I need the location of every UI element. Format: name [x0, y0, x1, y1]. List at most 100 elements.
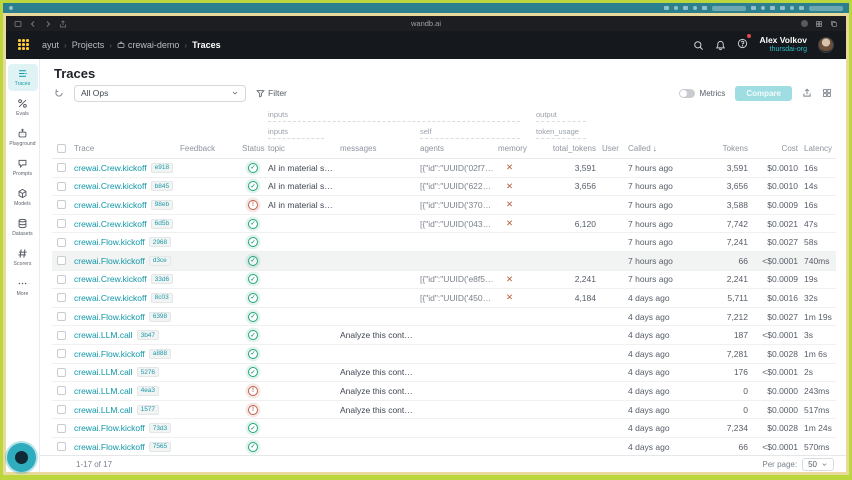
tab-overview-icon[interactable]: [14, 20, 22, 28]
row-checkbox[interactable]: [57, 163, 66, 173]
avatar[interactable]: [818, 37, 834, 53]
row-checkbox[interactable]: [57, 219, 66, 229]
wandb-logo[interactable]: [18, 39, 30, 51]
column-header-tokens[interactable]: Tokens: [722, 144, 748, 153]
table-row[interactable]: crewai.Flow.kickoff 7565 ✓ 4 days ago 66 <$0.…: [52, 438, 836, 455]
trace-link[interactable]: crewai.Flow.kickoff: [74, 311, 145, 322]
column-header-messages[interactable]: messages: [340, 144, 377, 153]
trace-version-badge: 6d5b: [150, 218, 174, 229]
row-checkbox[interactable]: [57, 423, 66, 433]
trace-link[interactable]: crewai.Crew.kickoff: [74, 162, 147, 173]
trace-link[interactable]: crewai.Flow.kickoff: [74, 255, 145, 266]
row-checkbox[interactable]: [57, 274, 66, 284]
breadcrumb-traces[interactable]: Traces: [192, 40, 221, 50]
column-header-total_tokens[interactable]: total_tokens: [552, 144, 596, 153]
sidebar-item-models[interactable]: Models: [8, 184, 38, 211]
row-checkbox[interactable]: [57, 293, 66, 303]
sidebar-item-traces[interactable]: Traces: [7, 64, 38, 91]
trace-link[interactable]: crewai.Crew.kickoff: [74, 181, 147, 192]
compare-button[interactable]: Compare: [735, 85, 792, 101]
table-row[interactable]: crewai.LLM.call 4ea3! Analyze this conten.…: [52, 382, 836, 401]
select-all-checkbox[interactable]: [57, 144, 66, 153]
trace-link[interactable]: crewai.Crew.kickoff: [74, 218, 147, 229]
row-checkbox[interactable]: [57, 442, 66, 452]
row-checkbox[interactable]: [57, 367, 66, 377]
column-header-cost[interactable]: Cost: [781, 144, 798, 153]
url-bar[interactable]: wandb.ai: [410, 19, 442, 28]
row-checkbox[interactable]: [57, 405, 66, 415]
column-header-called[interactable]: Called ↓: [628, 144, 657, 153]
memory-x-icon: ✕: [506, 162, 514, 173]
sidebar-item-prompts[interactable]: Prompts: [8, 154, 38, 181]
search-icon[interactable]: [693, 40, 704, 51]
row-checkbox[interactable]: [57, 312, 66, 322]
sidebar-item-scorers[interactable]: Scorers: [8, 244, 38, 271]
table-row[interactable]: crewai.LLM.call 1577! Analyze this conten.…: [52, 401, 836, 420]
column-header-latency[interactable]: Latency: [804, 144, 833, 153]
trace-link[interactable]: crewai.Crew.kickoff: [74, 292, 147, 303]
table-row[interactable]: crewai.Flow.kickoff 2968 ✓ 7 hours ago 7,241…: [52, 233, 836, 252]
user-block[interactable]: Alex Volkov thursdai-org: [759, 35, 807, 54]
sidebar-item-datasets[interactable]: Datasets: [8, 214, 38, 241]
column-header-memory[interactable]: memory: [498, 144, 527, 153]
column-header-trace[interactable]: Trace: [74, 144, 95, 153]
table-row[interactable]: crewai.LLM.call 3b47 ✓ Analyze this conten.…: [52, 326, 836, 345]
filter-button[interactable]: Filter: [256, 88, 287, 98]
trace-link[interactable]: crewai.Flow.kickoff: [74, 348, 145, 359]
sidebar-item-more[interactable]: More: [8, 274, 38, 301]
table-row[interactable]: crewai.Flow.kickoff 6398 ✓ 4 days ago 7,212 $…: [52, 308, 836, 327]
table-row[interactable]: crewai.Flow.kickoff a888 ✓ 4 days ago 7,281 $…: [52, 345, 836, 364]
breadcrumb-user[interactable]: ayut: [42, 40, 60, 50]
row-checkbox[interactable]: [57, 181, 66, 191]
table-row[interactable]: crewai.Crew.kickoff 8c03 ✓ [{"id":"UUID('45…: [52, 289, 836, 308]
table-row[interactable]: crewai.Crew.kickoff e918 ✓ AI in material s…: [52, 159, 836, 178]
ops-select[interactable]: All Ops: [74, 84, 246, 102]
breadcrumb-projects[interactable]: Projects: [71, 40, 105, 50]
forward-icon[interactable]: [44, 20, 52, 28]
back-icon[interactable]: [29, 20, 37, 28]
table-row[interactable]: crewai.Crew.kickoff 6d5b ✓ [{"id":"UUID('04…: [52, 215, 836, 234]
help-button[interactable]: [737, 34, 752, 54]
trace-link[interactable]: crewai.LLM.call: [74, 367, 133, 378]
table-row[interactable]: crewai.Crew.kickoff 33d6 ✓ [{"id":"UUID('e8…: [52, 271, 836, 290]
sidebar-item-playground[interactable]: Playground: [8, 124, 38, 151]
row-checkbox[interactable]: [57, 330, 66, 340]
column-header-feedback[interactable]: Feedback: [180, 144, 216, 153]
trace-link[interactable]: crewai.LLM.call: [74, 404, 133, 415]
manage-columns-icon[interactable]: [822, 88, 832, 98]
sidebar-item-evals[interactable]: Evals: [8, 94, 38, 121]
share-icon[interactable]: [59, 20, 67, 28]
bell-icon[interactable]: [715, 40, 726, 51]
trace-link[interactable]: crewai.LLM.call: [74, 330, 133, 341]
column-header-agents[interactable]: agents: [420, 144, 445, 153]
per-page-select[interactable]: 50: [802, 457, 834, 471]
breadcrumb-project[interactable]: crewai-demo: [117, 40, 179, 50]
table-row[interactable]: crewai.Crew.kickoff 98eb! AI in material s…: [52, 196, 836, 215]
column-header-user[interactable]: User: [602, 144, 619, 153]
row-checkbox[interactable]: [57, 200, 66, 210]
column-header-topic[interactable]: topic: [268, 144, 285, 153]
trace-link[interactable]: crewai.LLM.call: [74, 385, 133, 396]
table-row[interactable]: crewai.Flow.kickoff d3ce ✓ 7 hours ago 66 <$0…: [52, 251, 836, 271]
refresh-icon[interactable]: [54, 88, 64, 98]
trace-link[interactable]: crewai.Flow.kickoff: [74, 237, 145, 248]
extensions-icon[interactable]: [815, 20, 823, 28]
row-checkbox[interactable]: [57, 256, 66, 266]
memory-x-icon: ✕: [506, 218, 514, 229]
trace-link[interactable]: crewai.Flow.kickoff: [74, 423, 145, 434]
table-row[interactable]: crewai.LLM.call 5276 ✓ Analyze this conten.…: [52, 364, 836, 383]
table-row[interactable]: crewai.Crew.kickoff b845 ✓ AI in material s…: [52, 178, 836, 197]
copy-icon[interactable]: [830, 20, 838, 28]
metrics-toggle[interactable]: [678, 88, 695, 98]
trace-link[interactable]: crewai.Crew.kickoff: [74, 274, 147, 285]
profile-icon[interactable]: [801, 20, 808, 27]
column-header-status[interactable]: Status: [242, 144, 265, 153]
row-checkbox[interactable]: [57, 386, 66, 396]
row-checkbox[interactable]: [57, 349, 66, 359]
trace-link[interactable]: crewai.Crew.kickoff: [74, 199, 147, 210]
status-success-icon: ✓: [248, 292, 258, 303]
export-icon[interactable]: [802, 88, 812, 98]
row-checkbox[interactable]: [57, 237, 66, 247]
table-row[interactable]: crewai.Flow.kickoff 73d3 ✓ 4 days ago 7,234 $…: [52, 419, 836, 438]
trace-link[interactable]: crewai.Flow.kickoff: [74, 441, 145, 452]
